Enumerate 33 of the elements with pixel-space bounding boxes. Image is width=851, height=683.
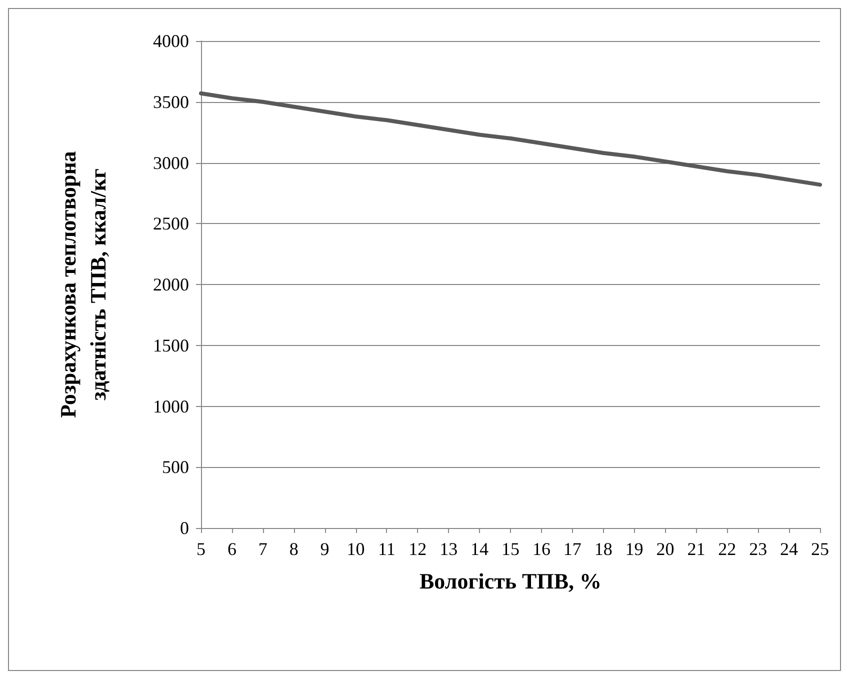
x-tick-label: 9 [320,539,330,559]
y-tick-label: 2000 [153,274,189,294]
x-tick-label: 22 [718,539,736,559]
x-tick-label: 25 [811,539,829,559]
x-tick-label: 17 [563,539,582,559]
x-tick-label: 5 [196,539,206,559]
x-tick-label: 23 [749,539,768,559]
y-tick-label: 500 [162,457,189,478]
y-tick-label: 1500 [153,335,189,356]
line-series [199,91,822,187]
x-tick-label: 13 [440,539,458,559]
x-tick-label: 14 [470,539,489,559]
x-tick-label: 19 [625,539,644,559]
y-tick-label: 1000 [153,396,189,416]
x-tick-label: 12 [408,539,427,559]
x-tick-label: 11 [378,539,396,559]
x-tick-label: 15 [502,539,520,559]
x-tick-label: 18 [594,539,612,559]
x-tick-label: 20 [656,539,674,559]
x-tick-label: 6 [227,539,236,559]
x-tick-label: 7 [258,539,268,559]
x-axis-title: Вологість ТПВ, % [420,568,602,594]
y-tick-label: 0 [180,518,189,538]
y-tick-label: 3500 [153,92,189,112]
x-tick-label: 16 [532,539,550,559]
x-tick-label: 10 [346,539,365,559]
x-tick-label: 21 [687,539,706,559]
x-tick-label: 8 [289,539,298,559]
y-tick-label: 2500 [153,214,189,234]
y-tick-label: 4000 [153,31,189,51]
x-tick-label: 24 [780,539,798,559]
y-axis-title: Розрахункова теплотворна здатність ТПВ, ккал/кг [56,151,110,418]
y-tick-label: 3000 [153,152,189,173]
